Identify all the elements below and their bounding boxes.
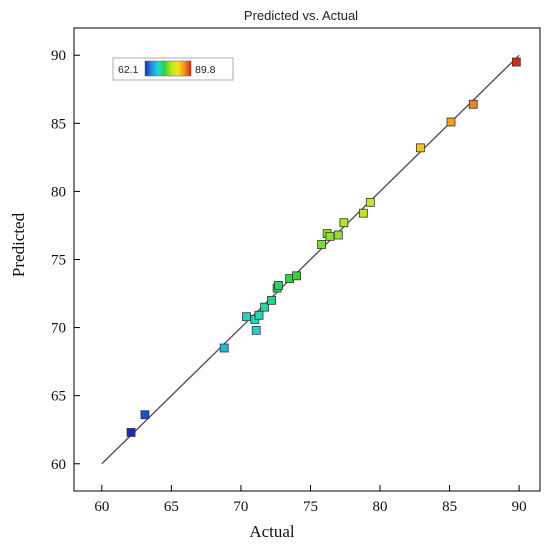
legend-color-bar <box>144 60 192 77</box>
x-axis-ticks: 60 65 70 75 80 85 90 <box>94 485 527 515</box>
data-point <box>468 99 478 109</box>
plot-frame <box>73 27 541 492</box>
y-axis-title: Predicted <box>9 212 28 277</box>
data-point <box>267 295 276 305</box>
reference-line <box>101 54 520 465</box>
color-legend: 62.1 89.8 <box>112 57 234 81</box>
x-tick-label: 80 <box>373 499 388 515</box>
x-tick-label: 85 <box>442 499 457 515</box>
x-tick-label: 60 <box>94 499 109 515</box>
data-point <box>446 117 456 127</box>
legend-max-label: 89.8 <box>195 64 216 76</box>
x-tick-label: 70 <box>233 499 248 515</box>
data-point <box>126 428 136 437</box>
legend-min-label: 62.1 <box>118 64 139 76</box>
data-point <box>415 143 425 153</box>
data-point <box>358 208 368 218</box>
y-tick-label: 80 <box>51 184 66 200</box>
chart-title: Predicted vs. Actual <box>244 8 358 23</box>
y-axis-ticks: 60 65 70 75 80 85 90 <box>51 48 80 473</box>
y-tick-label: 85 <box>51 116 66 132</box>
data-point <box>365 197 375 207</box>
data-point <box>219 343 229 353</box>
y-tick-label: 60 <box>51 457 66 473</box>
x-tick-label: 75 <box>303 499 318 515</box>
data-point <box>274 280 283 290</box>
y-tick-label: 70 <box>51 321 66 337</box>
data-points <box>126 57 521 437</box>
y-tick-label: 65 <box>51 389 66 405</box>
data-point <box>325 231 335 241</box>
data-point <box>140 410 150 420</box>
x-axis-title: Actual <box>249 522 295 541</box>
data-point <box>260 302 269 312</box>
data-point <box>292 271 301 281</box>
x-tick-label: 65 <box>164 499 179 515</box>
data-point <box>339 218 349 228</box>
data-point <box>511 57 521 67</box>
data-point <box>251 325 261 335</box>
y-tick-label: 90 <box>51 48 66 64</box>
data-point <box>333 230 343 240</box>
x-tick-label: 90 <box>512 499 527 515</box>
data-point <box>254 310 264 320</box>
data-point <box>317 240 327 249</box>
data-point <box>242 312 251 322</box>
y-tick-label: 75 <box>51 253 66 269</box>
